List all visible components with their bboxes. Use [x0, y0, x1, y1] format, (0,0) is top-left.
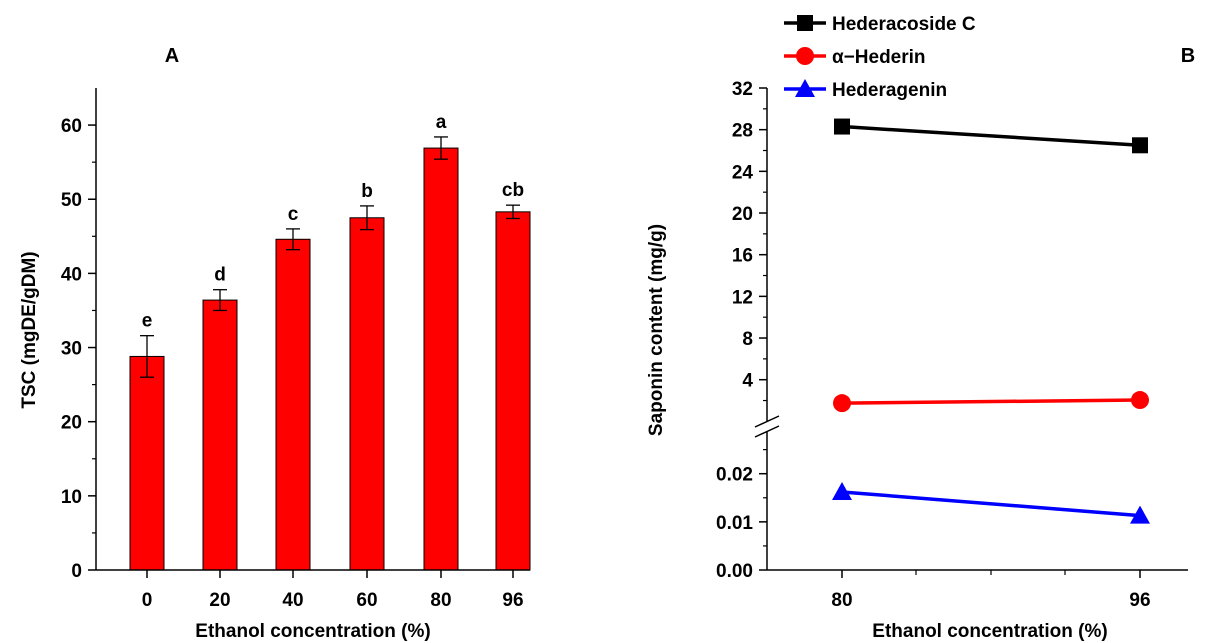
y-tick-label-0.01: 0.01: [716, 513, 753, 534]
data-point-80: [833, 394, 851, 413]
panel-b-x-axis-label: Ethanol concentration (%): [872, 621, 1107, 642]
legend-marker: [795, 79, 815, 97]
x-tick-label-20: 20: [209, 590, 230, 611]
error-bar-96: [506, 204, 520, 220]
series-circle: [833, 391, 1149, 413]
data-point-96: [1130, 505, 1150, 524]
significance-label-20: d: [214, 265, 226, 286]
data-point-80: [832, 482, 852, 500]
series-line: [841, 490, 1141, 518]
y-tick-label-20: 20: [732, 204, 753, 225]
bar-60: [349, 217, 385, 571]
bar-96: [495, 211, 531, 571]
y-tick-label-10: 10: [61, 487, 82, 508]
legend-label: Hederagenin: [832, 80, 947, 101]
data-point-96: [1131, 391, 1149, 410]
y-tick-label-0.02: 0.02: [716, 465, 753, 486]
x-tick-label-96: 96: [502, 590, 523, 611]
axis-break-mark: [754, 425, 780, 438]
y-tick-label-30: 30: [61, 339, 82, 360]
y-tick-label-20: 20: [61, 413, 82, 434]
panel-a-letter: A: [165, 45, 179, 67]
y-tick-label-40: 40: [61, 264, 82, 285]
x-tick-label-0: 0: [142, 590, 153, 611]
bar-0: [129, 355, 165, 571]
bar-40: [275, 238, 311, 571]
y-tick-label-32: 32: [732, 79, 753, 100]
significance-label-40: c: [288, 204, 299, 225]
significance-label-80: a: [436, 112, 447, 133]
error-bar-0: [140, 335, 154, 378]
panel-b-letter: B: [1181, 45, 1195, 67]
y-tick-label-28: 28: [732, 121, 753, 142]
y-tick-label-0: 0: [71, 561, 82, 582]
axis-break-mark: [754, 415, 780, 428]
panel-a-x-axis-label: Ethanol concentration (%): [195, 621, 430, 642]
x-tick-label-60: 60: [356, 590, 377, 611]
series-line: [841, 124, 1141, 148]
data-point-96: [1132, 137, 1148, 154]
error-bar-80: [434, 136, 448, 160]
series-triangle: [832, 482, 1150, 524]
error-bar-40: [286, 228, 300, 251]
panel-b-axes: 4 8 12 16 20 24 28 32 0.00 0.01 0.02 80 96: [716, 79, 1188, 611]
legend-marker: [797, 15, 813, 31]
x-tick-label-40: 40: [282, 590, 303, 611]
significance-label-0: e: [142, 311, 153, 332]
significance-label-60: b: [361, 181, 373, 202]
panel-a-axes: 0 20 40 60 80 96 0 10 20 30 40 50 60: [61, 88, 530, 611]
panel-b-y-axis-label: Saponin content (mg/g): [646, 224, 667, 436]
y-tick-label-24: 24: [732, 162, 754, 183]
bar-80: [423, 147, 459, 571]
significance-label-96: cb: [502, 180, 524, 201]
legend-label: Hederacoside C: [832, 14, 976, 35]
legend-marker: [796, 47, 814, 65]
error-bar-60: [360, 205, 374, 231]
y-tick-label-60: 60: [61, 116, 82, 137]
panel-b-series: [832, 118, 1150, 524]
x-tick-label-96: 96: [1129, 590, 1150, 611]
x-tick-label-80: 80: [831, 590, 852, 611]
bar-20: [202, 299, 238, 571]
y-tick-label-12: 12: [732, 287, 753, 308]
y-tick-label-4: 4: [742, 371, 753, 392]
series-line: [841, 398, 1141, 405]
series-square: [834, 118, 1148, 154]
legend-label: α−Hederin: [832, 47, 926, 68]
y-tick-label-0.00: 0.00: [716, 561, 753, 582]
error-bar-20: [213, 289, 227, 312]
panel-a-y-axis-label: TSC (mgDE/gDM): [19, 251, 40, 408]
x-tick-label-80: 80: [430, 590, 451, 611]
y-tick-label-50: 50: [61, 190, 82, 211]
data-point-80: [834, 118, 850, 135]
panel-b-legend: Hederacoside C α−Hederin Hederagenin: [784, 14, 976, 101]
y-tick-label-16: 16: [732, 246, 753, 267]
panel-b-chart: B 4 8 12 16 20 24 28 32 0.00 0.01 0.02 80 96 Hederac…: [646, 14, 1195, 642]
y-tick-label-8: 8: [742, 329, 753, 350]
